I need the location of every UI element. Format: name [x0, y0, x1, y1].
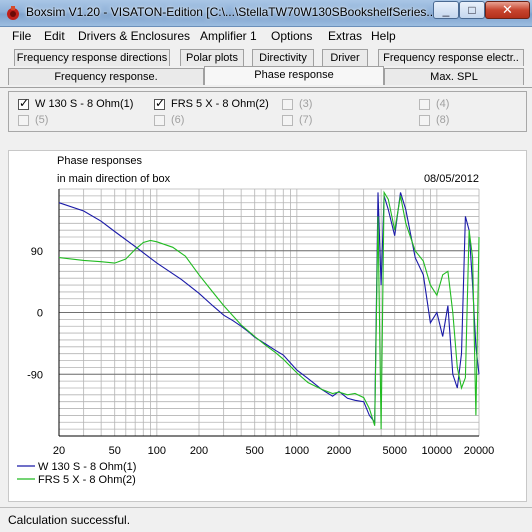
- x-tick-label: 1000: [285, 445, 309, 457]
- phase-response-chart: Phase responses in main direction of box 0…: [8, 150, 527, 502]
- maximize-icon: □: [468, 3, 476, 17]
- driver-7-label: (7): [299, 114, 313, 126]
- x-tick-label: 100: [148, 445, 166, 457]
- driver-2-label: FRS 5 X - 8 Ohm(2): [171, 98, 269, 110]
- tab-divider: [0, 87, 532, 88]
- driver-2-checkbox[interactable]: ✓: [154, 96, 166, 110]
- driver-8-label: (8): [436, 114, 450, 126]
- chart-title: Phase responses: [57, 155, 142, 167]
- check-mark-icon: ✓: [19, 96, 30, 110]
- tab-driver[interactable]: Driver: [322, 49, 368, 66]
- menu-extras[interactable]: Extras: [328, 29, 363, 43]
- series-line-2: [58, 190, 480, 430]
- driver-6-checkbox[interactable]: [154, 115, 165, 126]
- driver-1-label: W 130 S - 8 Ohm(1): [35, 98, 134, 110]
- x-tick-label: 5000: [382, 445, 406, 457]
- menu-bar: File Edit Drivers & Enclosures Amplifier…: [0, 27, 532, 45]
- x-tick-label: 2000: [327, 445, 351, 457]
- series-line-1: [58, 192, 480, 424]
- tab-frequency-response[interactable]: Frequency response.: [8, 68, 204, 85]
- menu-file[interactable]: File: [12, 29, 32, 43]
- menu-amplifier[interactable]: Amplifier 1: [200, 29, 257, 43]
- driver-8-checkbox[interactable]: [419, 115, 430, 126]
- driver-selection-panel: ✓ W 130 S - 8 Ohm(1) ✓ FRS 5 X - 8 Ohm(2…: [8, 91, 527, 132]
- menu-options[interactable]: Options: [271, 29, 313, 43]
- menu-help[interactable]: Help: [371, 29, 396, 43]
- maximize-button[interactable]: □: [459, 1, 485, 19]
- y-tick-label: 0: [37, 308, 43, 320]
- driver-6-label: (6): [171, 114, 185, 126]
- legend-label-1: W 130 S - 8 Ohm(1): [38, 461, 136, 473]
- window-title: Boxsim V1.20 - VISATON-Edition [C:\...\S…: [26, 5, 437, 19]
- menu-edit[interactable]: Edit: [44, 29, 65, 43]
- view-tabs: Frequency response directions Polar plot…: [0, 46, 532, 88]
- legend-label-2: FRS 5 X - 8 Ohm(2): [38, 474, 136, 486]
- check-mark-icon: ✓: [155, 96, 166, 110]
- x-tick-label: 500: [246, 445, 264, 457]
- x-tick-label: 10000: [422, 445, 453, 457]
- tab-phase-response[interactable]: Phase response: [204, 66, 384, 85]
- tab-frequency-response-directions[interactable]: Frequency response directions: [14, 49, 170, 66]
- minimize-button[interactable]: _: [433, 1, 459, 19]
- driver-5-checkbox[interactable]: [18, 115, 29, 126]
- tab-directivity[interactable]: Directivity: [252, 49, 314, 66]
- close-icon: ✕: [502, 2, 513, 17]
- x-tick-label: 50: [109, 445, 121, 457]
- y-tick-label: 90: [31, 246, 43, 258]
- close-button[interactable]: ✕: [485, 1, 530, 19]
- chart-date: 08/05/2012: [424, 173, 479, 185]
- driver-7-checkbox[interactable]: [282, 115, 293, 126]
- driver-3-checkbox[interactable]: [282, 99, 293, 110]
- x-tick-label: 200: [190, 445, 208, 457]
- status-text: Calculation successful.: [8, 513, 131, 527]
- x-tick-label: 20000: [464, 445, 495, 457]
- driver-3-label: (3): [299, 98, 313, 110]
- menu-drivers-enclosures[interactable]: Drivers & Enclosures: [78, 29, 191, 43]
- tab-polar-plots[interactable]: Polar plots: [180, 49, 244, 66]
- driver-5-label: (5): [35, 114, 49, 126]
- chart-canvas: Phase responses in main direction of box 0…: [17, 155, 495, 486]
- x-tick-label: 20: [53, 445, 65, 457]
- y-tick-label: -90: [27, 369, 43, 381]
- boxsim-app-icon: [7, 6, 19, 20]
- driver-4-checkbox[interactable]: [419, 99, 430, 110]
- chart-subtitle: in main direction of box: [57, 173, 171, 185]
- tab-max-spl[interactable]: Max. SPL: [384, 68, 524, 85]
- driver-4-label: (4): [436, 98, 450, 110]
- tab-frequency-response-electr[interactable]: Frequency response electr..: [378, 49, 524, 66]
- minimize-icon: _: [442, 3, 450, 17]
- driver-1-checkbox[interactable]: ✓: [18, 96, 30, 110]
- title-bar[interactable]: Boxsim V1.20 - VISATON-Edition [C:\...\S…: [0, 0, 532, 27]
- status-bar: Calculation successful.: [0, 507, 532, 532]
